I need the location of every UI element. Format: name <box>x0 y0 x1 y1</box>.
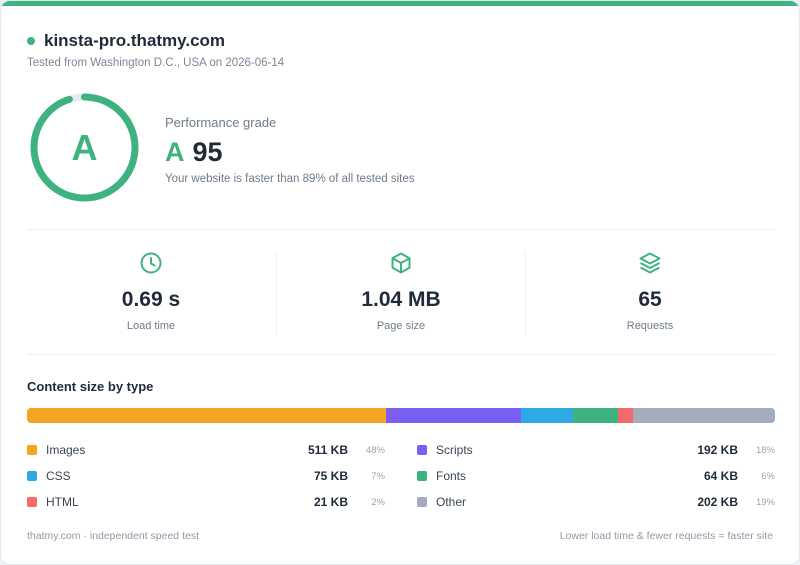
legend-name: CSS <box>46 469 71 483</box>
legend-size: 64 KB <box>703 469 738 483</box>
stat-separator <box>525 251 526 335</box>
divider <box>27 229 775 230</box>
legend-name: HTML <box>46 495 79 509</box>
box-icon <box>391 252 411 274</box>
html-swatch <box>27 497 37 507</box>
scripts-swatch <box>417 445 427 455</box>
status-dot-icon <box>27 37 35 45</box>
legend-item-scripts: Scripts 192 KB 18% <box>417 442 777 458</box>
content-size-bar <box>27 408 775 423</box>
legend-size: 75 KB <box>313 469 348 483</box>
performance-grade-label: Performance grade <box>165 115 277 130</box>
legend-pct: 19% <box>755 496 775 508</box>
layers-icon <box>639 252 661 274</box>
content-size-title: Content size by type <box>27 379 154 394</box>
legend-pct: 48% <box>365 444 385 456</box>
fonts-swatch <box>417 471 427 481</box>
top-accent-bar <box>1 1 799 6</box>
other-swatch <box>417 497 427 507</box>
performance-description: Your website is faster than 89% of all t… <box>165 173 415 185</box>
legend-size: 21 KB <box>313 495 348 509</box>
requests-value: 65 <box>638 288 662 311</box>
stat-load-time: 0.69 s Load time <box>27 251 275 335</box>
grade-letter: A <box>165 137 185 167</box>
legend-pct: 2% <box>371 496 385 508</box>
legend-size: 192 KB <box>697 443 738 457</box>
legend-pct: 6% <box>761 470 775 482</box>
bar-segment-scripts <box>386 408 521 423</box>
bar-segment-images <box>27 408 387 423</box>
stat-requests: 65 Requests <box>526 251 774 335</box>
bar-segment-css <box>520 408 574 423</box>
legend-name: Images <box>46 443 86 457</box>
css-swatch <box>27 471 37 481</box>
legend-name: Other <box>436 495 467 509</box>
stat-separator <box>276 251 277 335</box>
grade-letter-large: A <box>71 126 98 168</box>
legend-size: 511 KB <box>307 443 348 457</box>
bar-segment-other <box>632 408 775 423</box>
legend-pct: 7% <box>371 470 385 482</box>
legend-pct: 18% <box>755 444 775 456</box>
legend-item-fonts: Fonts 64 KB 6% <box>417 468 777 484</box>
legend-item-css: CSS 75 KB 7% <box>27 468 387 484</box>
footer-brand: thatmy.com · independent speed test <box>27 530 199 542</box>
page-size-value: 1.04 MB <box>361 288 441 311</box>
performance-score: A 95 <box>165 137 223 168</box>
site-header: kinsta-pro.thatmy.com <box>27 31 225 51</box>
page-size-label: Page size <box>376 320 426 332</box>
legend-item-html: HTML 21 KB 2% <box>27 494 387 510</box>
divider <box>27 354 775 355</box>
legend-name: Scripts <box>436 443 473 457</box>
legend-name: Fonts <box>436 469 467 483</box>
bar-segment-html <box>617 408 633 423</box>
footer-note: Lower load time & fewer requests = faste… <box>559 530 773 542</box>
legend-item-other: Other 202 KB 19% <box>417 494 777 510</box>
site-name: kinsta-pro.thatmy.com <box>44 31 226 50</box>
test-location-date: Tested from Washington D.C., USA on 2026… <box>27 57 285 69</box>
grade-ring-icon <box>30 93 139 202</box>
load-time-value: 0.69 s <box>121 288 181 311</box>
legend-item-images: Images 511 KB 48% <box>27 442 387 458</box>
requests-label: Requests <box>626 320 674 332</box>
stat-page-size: 1.04 MB Page size <box>277 251 525 335</box>
legend-size: 202 KB <box>697 495 738 509</box>
bar-segment-fonts <box>573 408 618 423</box>
load-time-label: Load time <box>126 320 176 332</box>
grade-score: 95 <box>192 137 223 167</box>
clock-icon <box>140 252 162 274</box>
images-swatch <box>27 445 37 455</box>
grade-ring: A <box>29 92 140 203</box>
